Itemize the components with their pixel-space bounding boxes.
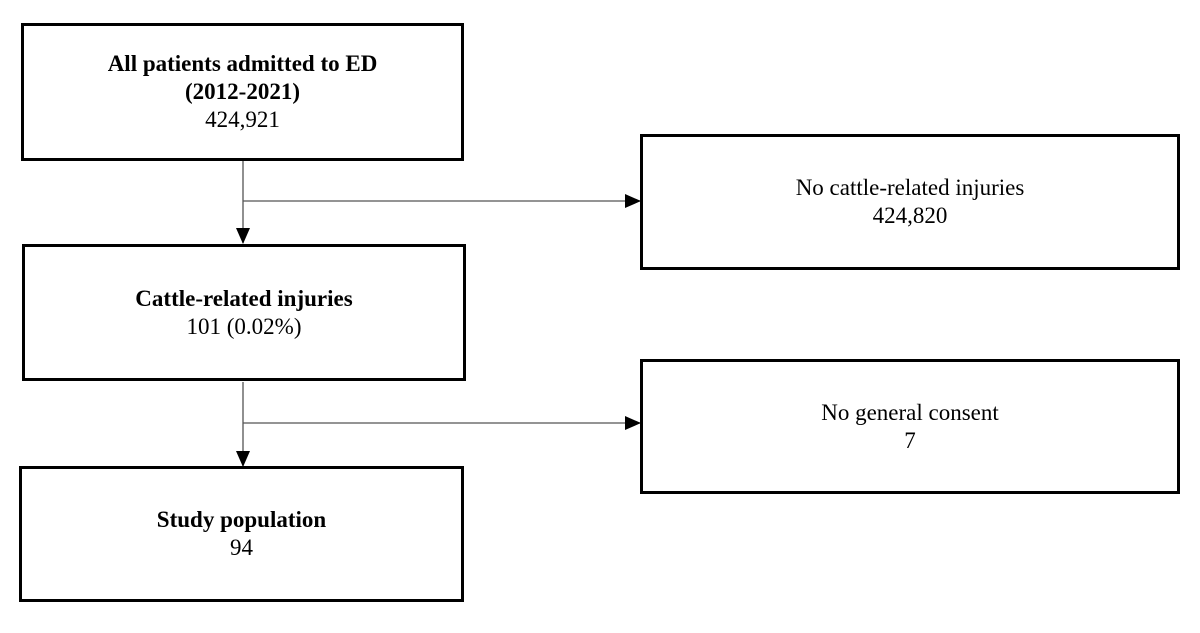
no-cattle-title: No cattle-related injuries (795, 175, 1025, 200)
box-no-general-consent: No general consent 7 (640, 359, 1180, 494)
no-cattle-count: 424,820 (872, 203, 948, 228)
all-patients-count: 424,921 (205, 107, 280, 132)
cattle-count: 101 (0.02%) (186, 313, 302, 339)
box-study-population: Study population 94 (19, 466, 464, 602)
all-patients-title-1: All patients admitted to ED (107, 51, 378, 76)
study-count: 94 (230, 535, 253, 560)
cattle-title: Cattle-related injuries (135, 285, 353, 311)
all-patients-title-2: (2012-2021) (185, 79, 300, 104)
box-all-patients: All patients admitted to ED (2012-2021) … (21, 23, 464, 161)
no-consent-title: No general consent (821, 399, 999, 425)
box-no-cattle-injuries: No cattle-related injuries 424,820 (640, 134, 1180, 270)
study-title: Study population (156, 507, 327, 532)
no-consent-count: 7 (904, 427, 916, 453)
box-cattle-injuries: Cattle-related injuries 101 (0.02%) (22, 244, 466, 381)
